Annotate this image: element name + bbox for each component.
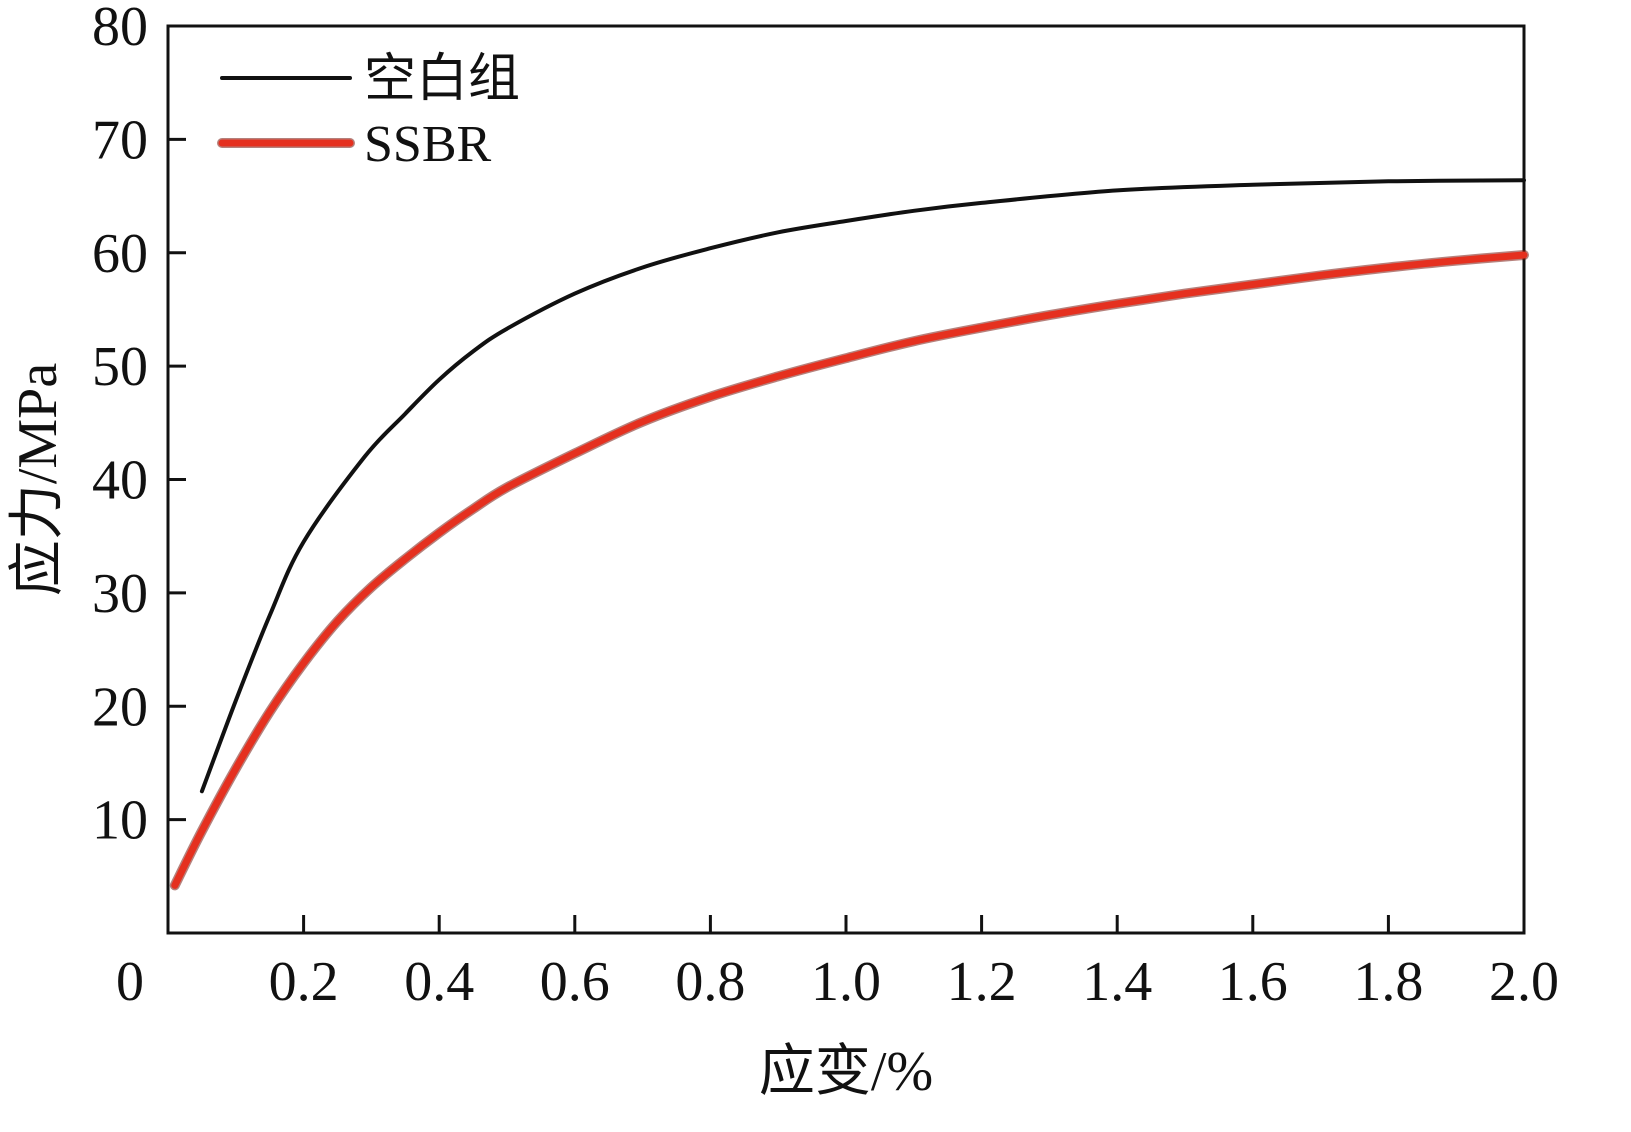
- series-layer: [169, 178, 1529, 891]
- y-tick-label: 30: [92, 563, 148, 625]
- x-tick-label: 0.6: [540, 951, 610, 1013]
- origin-tick-label: 0: [116, 951, 144, 1013]
- x-tick-label: 0.2: [269, 951, 339, 1013]
- y-tick-label: 40: [92, 450, 148, 512]
- x-tick-label: 1.4: [1082, 951, 1152, 1013]
- series-line-ssbr: [171, 251, 1528, 889]
- x-tick-label: 0.8: [675, 951, 745, 1013]
- legend: 空白组 SSBR: [217, 51, 520, 173]
- ticks-layer: 0.2 0.4 0.6 0.8 1.0 1.2 1.4 1.6 1.8 2.0 10 20 30 40 50…: [92, 0, 1559, 1013]
- x-tick-label: 1.6: [1218, 951, 1288, 1013]
- series-line-blank: [199, 178, 1526, 794]
- y-axis-label: 应力/MPa: [7, 363, 69, 596]
- legend-label-blank: 空白组: [364, 51, 520, 108]
- series-line-ssbr-outline: [169, 250, 1529, 891]
- y-tick-label: 50: [92, 336, 148, 398]
- y-tick-label: 80: [92, 0, 148, 58]
- x-tick-label: 1.8: [1353, 951, 1423, 1013]
- y-tick-label: 70: [92, 109, 148, 171]
- x-tick-label: 1.0: [811, 951, 881, 1013]
- x-tick-label: 1.2: [947, 951, 1017, 1013]
- legend-label-ssbr: SSBR: [364, 116, 492, 173]
- y-tick-label: 20: [92, 676, 148, 738]
- y-tick-label: 10: [92, 790, 148, 852]
- x-tick-label: 2.0: [1489, 951, 1559, 1013]
- x-tick-label: 0.4: [404, 951, 474, 1013]
- y-tick-label: 60: [92, 223, 148, 285]
- x-axis-label: 应变/%: [759, 1041, 933, 1103]
